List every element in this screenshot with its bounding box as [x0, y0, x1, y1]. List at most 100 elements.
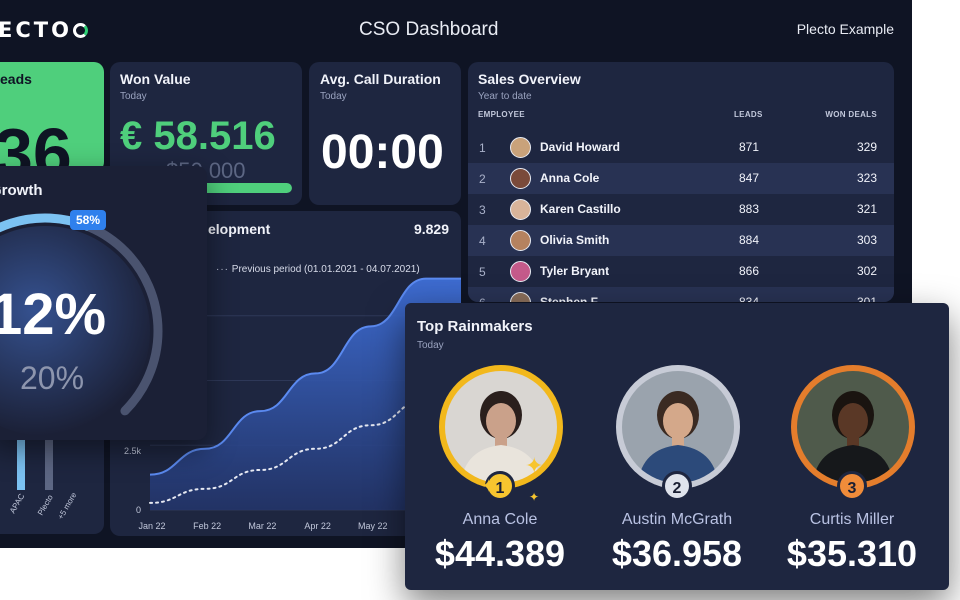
rainmaker-photo — [445, 371, 557, 483]
growth-gauge — [0, 213, 163, 436]
x-tick-label: May 22 — [358, 521, 388, 531]
growth-bar-label: +5 more — [56, 490, 79, 521]
employee-name: Anna Cole — [540, 171, 600, 185]
growth-bar-chart: APAC Plecto +5 more — [8, 440, 79, 521]
dashboard-window: ECTO CSO Dashboard Plecto Example eads 3… — [0, 0, 912, 548]
row-won-deals: 323 — [856, 171, 877, 185]
table-row[interactable]: 2 Anna Cole 847 323 — [468, 163, 894, 194]
row-leads: 884 — [739, 233, 760, 247]
rainmaker-name: Anna Cole — [462, 511, 538, 528]
growth-badge: 58% — [70, 210, 107, 230]
growth-bar-label: APAC — [8, 492, 27, 515]
table-row[interactable]: 4 Olivia Smith 884 303 — [468, 225, 894, 256]
y-tick-label: 2.5k — [124, 446, 142, 456]
row-rank: 3 — [479, 203, 486, 217]
avg-call-value: 00:00 — [321, 126, 444, 179]
row-won-deals: 301 — [856, 295, 877, 302]
row-leads: 883 — [739, 202, 760, 216]
row-won-deals: 302 — [856, 264, 877, 278]
plecto-logo: ECTO — [0, 18, 88, 42]
sparkle-icon: ✦ — [481, 476, 497, 496]
previous-period-label: Previous period (01.01.2021 - 04.07.2021… — [231, 264, 420, 275]
won-value-amount: € 58.516 — [120, 114, 276, 158]
person-portrait-icon — [461, 391, 541, 483]
avg-call-title: Avg. Call Duration — [320, 71, 441, 87]
row-leads: 847 — [739, 171, 760, 185]
row-won-deals: 329 — [856, 140, 877, 154]
development-total: 9.829 — [413, 221, 449, 237]
avg-call-subtitle: Today — [320, 91, 347, 102]
row-leads: 871 — [739, 140, 760, 154]
sparkle-icon: ✦ — [525, 453, 544, 478]
development-title: elopment — [208, 221, 271, 237]
rank-badge: 3 — [837, 471, 867, 501]
previous-period-line — [149, 398, 427, 504]
rank-badge: 1 — [485, 471, 515, 501]
row-rank: 2 — [479, 172, 486, 186]
growth-bar-label: Plecto — [36, 493, 55, 517]
sales-overview-subtitle: Year to date — [478, 91, 532, 102]
column-leads: LEADS — [734, 110, 763, 119]
rainmaker-1: 1 Anna Cole $44.389 ✦ ✦ ✦ — [415, 365, 585, 585]
row-won-deals: 303 — [856, 233, 877, 247]
rainmaker-photo — [622, 371, 734, 483]
y-tick-label: 0 — [136, 505, 141, 515]
won-value-subtitle: Today — [120, 91, 147, 102]
dashboard-title: CSO Dashboard — [359, 19, 499, 40]
employee-name: Olivia Smith — [540, 233, 610, 247]
logo-mark-icon — [72, 23, 88, 38]
top-bar: ECTO CSO Dashboard Plecto Example — [0, 0, 912, 60]
rainmaker-2: 2 Austin McGrath $36.958 — [592, 365, 762, 585]
sparkle-icon: ✦ — [529, 490, 540, 504]
employee-name: Tyler Bryant — [540, 264, 610, 278]
avg-call-card: Avg. Call Duration Today 00:00 — [309, 62, 461, 205]
rainmaker-ring — [791, 365, 915, 489]
row-rank: 1 — [479, 141, 486, 155]
row-won-deals: 321 — [856, 202, 877, 216]
rank-badge: 2 — [662, 471, 692, 501]
rainmaker-ring — [616, 365, 740, 489]
employee-avatar — [510, 230, 531, 251]
rainmaker-amount: $35.310 — [786, 533, 918, 574]
growth-bar — [17, 440, 25, 490]
leads-title: eads — [0, 71, 32, 87]
table-row[interactable]: 6 Stephen F 834 301 — [468, 287, 894, 302]
growth-card: Growth 58% 12% 20% — [0, 166, 207, 440]
growth-title: Growth — [0, 182, 43, 199]
table-row[interactable]: 3 Karen Castillo 883 321 — [468, 194, 894, 225]
row-rank: 5 — [479, 265, 486, 279]
person-portrait-icon — [813, 391, 893, 483]
previous-period-legend: ··· Previous period (01.01.2021 - 04.07.… — [216, 264, 420, 275]
row-rank: 6 — [479, 296, 486, 302]
table-row[interactable]: 5 Tyler Bryant 866 302 — [468, 256, 894, 287]
table-row[interactable]: 1 David Howard 871 329 — [468, 132, 894, 163]
growth-goal: 20% — [20, 360, 85, 396]
growth-value: 12% — [0, 282, 107, 347]
row-leads: 866 — [739, 264, 760, 278]
x-tick-label: Mar 22 — [248, 521, 276, 531]
growth-bars-card: APAC Plecto +5 more — [0, 436, 104, 534]
x-tick-label: Feb 22 — [193, 521, 221, 531]
current-period-area — [150, 278, 461, 510]
person-portrait-icon — [638, 391, 718, 483]
row-rank: 4 — [479, 234, 486, 248]
gauge-face — [0, 226, 150, 436]
x-tick-label: Apr 22 — [304, 521, 331, 531]
sales-overview-card: Sales Overview Year to date EMPLOYEE LEA… — [468, 62, 894, 302]
top-rainmakers-subtitle: Today — [417, 340, 444, 351]
x-tick-label: Jan 22 — [138, 521, 165, 531]
column-employee: EMPLOYEE — [478, 110, 525, 119]
rainmaker-photo — [797, 371, 909, 483]
current-period-line — [149, 277, 461, 476]
employee-avatar — [510, 168, 531, 189]
rainmaker-ring — [439, 365, 563, 489]
growth-bar — [45, 440, 53, 490]
top-rainmakers-title: Top Rainmakers — [417, 318, 533, 335]
employee-avatar — [510, 199, 531, 220]
legend-dotted-marker: ··· — [216, 264, 229, 275]
logo-text: ECTO — [0, 18, 72, 42]
rainmaker-name: Austin McGrath — [621, 511, 733, 528]
won-value-title: Won Value — [120, 71, 191, 87]
